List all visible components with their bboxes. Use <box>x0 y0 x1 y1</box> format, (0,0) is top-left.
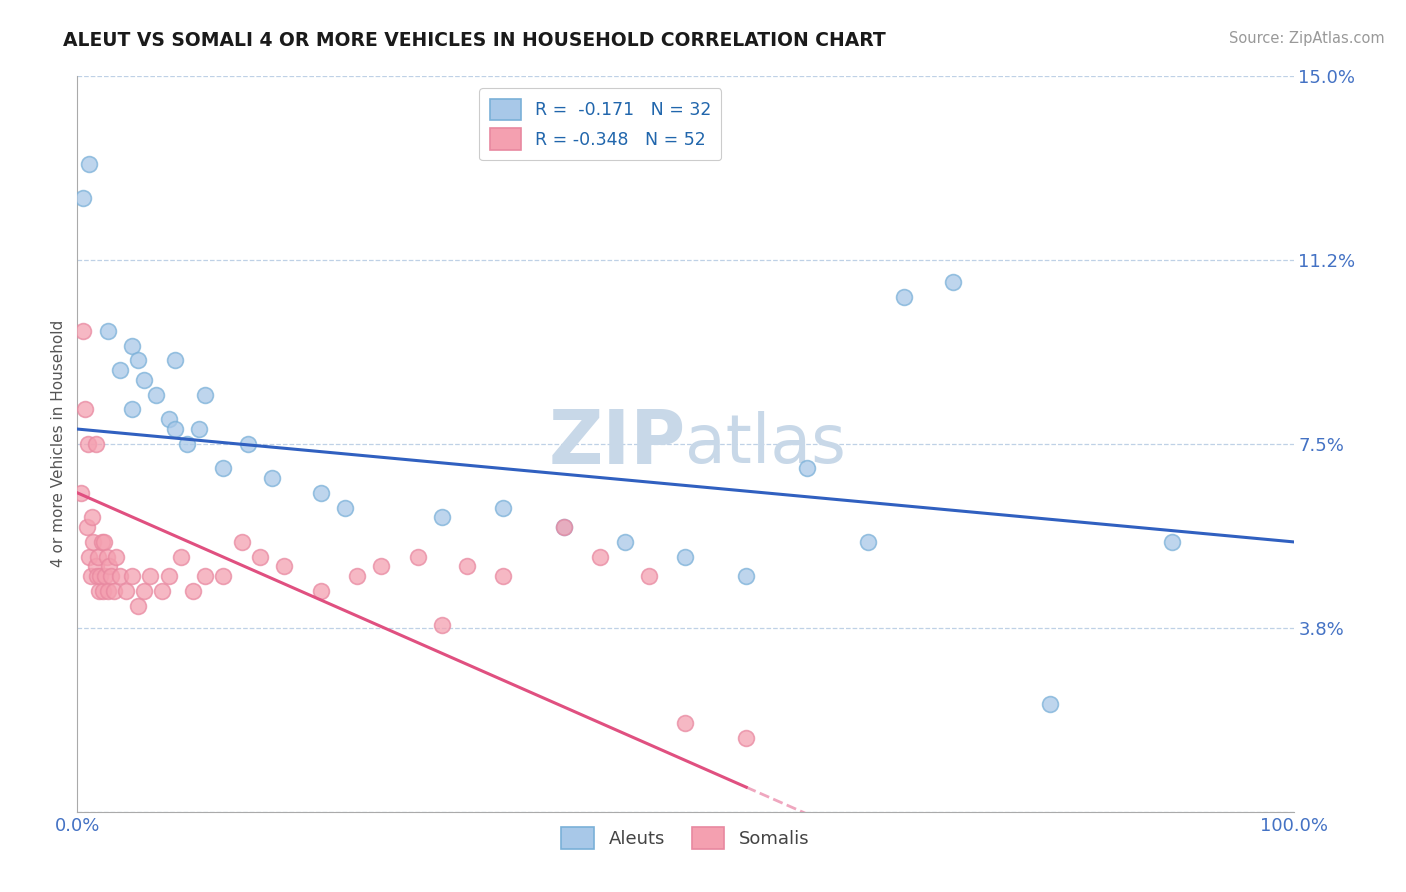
Point <box>260 471 283 485</box>
Point <box>675 549 697 564</box>
Y-axis label: 4 or more Vehicles in Household: 4 or more Vehicles in Household <box>51 320 66 567</box>
Point <box>80 569 103 583</box>
Point <box>100 569 122 583</box>
Point <box>121 569 143 583</box>
Point <box>231 534 253 549</box>
Point <box>91 584 114 599</box>
Point <box>84 559 107 574</box>
Point <box>181 584 204 599</box>
Point <box>735 731 758 746</box>
Point <box>188 422 211 436</box>
Point <box>105 549 128 564</box>
Text: ALEUT VS SOMALI 4 OR MORE VEHICLES IN HOUSEHOLD CORRELATION CHART: ALEUT VS SOMALI 4 OR MORE VEHICLES IN HO… <box>63 31 886 50</box>
Point <box>346 569 368 583</box>
Point <box>492 569 515 583</box>
Point <box>121 338 143 352</box>
Point <box>163 422 186 436</box>
Point <box>430 510 453 524</box>
Point <box>108 569 131 583</box>
Point <box>145 387 167 401</box>
Point <box>675 716 697 731</box>
Point <box>856 534 879 549</box>
Point <box>108 363 131 377</box>
Point <box>212 569 235 583</box>
Point <box>79 549 101 564</box>
Point <box>309 584 332 599</box>
Point <box>589 549 612 564</box>
Point <box>249 549 271 564</box>
Point <box>333 500 356 515</box>
Point <box>86 569 108 583</box>
Point <box>492 500 515 515</box>
Point <box>93 534 115 549</box>
Point <box>194 387 217 401</box>
Point <box>82 534 104 549</box>
Point <box>613 534 636 549</box>
Point <box>157 412 180 426</box>
Point <box>134 373 156 387</box>
Point <box>273 559 295 574</box>
Point <box>76 520 98 534</box>
Point <box>84 436 107 450</box>
Point <box>90 534 112 549</box>
Point <box>430 618 453 632</box>
Point <box>79 157 101 171</box>
Text: Source: ZipAtlas.com: Source: ZipAtlas.com <box>1229 31 1385 46</box>
Point <box>638 569 661 583</box>
Point <box>127 353 149 368</box>
Point <box>170 549 193 564</box>
Point <box>115 584 138 599</box>
Point <box>77 436 100 450</box>
Text: atlas: atlas <box>686 411 846 476</box>
Point <box>163 353 186 368</box>
Point <box>456 559 478 574</box>
Point <box>87 549 110 564</box>
Point <box>553 520 575 534</box>
Point <box>127 599 149 613</box>
Point <box>942 275 965 289</box>
Point <box>370 559 392 574</box>
Point <box>73 402 96 417</box>
Point <box>103 584 125 599</box>
Point <box>553 520 575 534</box>
Legend: Aleuts, Somalis: Aleuts, Somalis <box>553 818 818 858</box>
Point <box>1039 697 1062 711</box>
Point <box>152 584 174 599</box>
Point <box>176 436 198 450</box>
Point <box>89 569 111 583</box>
Point <box>796 461 818 475</box>
Point <box>406 549 429 564</box>
Point <box>121 402 143 417</box>
Point <box>80 510 103 524</box>
Point <box>97 584 120 599</box>
Point <box>157 569 180 583</box>
Point <box>309 485 332 500</box>
Point <box>97 559 120 574</box>
Point <box>89 584 111 599</box>
Point <box>94 569 117 583</box>
Point <box>96 549 118 564</box>
Point <box>134 584 156 599</box>
Point <box>236 436 259 450</box>
Point <box>72 324 94 338</box>
Point <box>72 192 94 206</box>
Point <box>70 485 93 500</box>
Point <box>212 461 235 475</box>
Point <box>97 324 120 338</box>
Point <box>194 569 217 583</box>
Point <box>893 289 915 303</box>
Text: ZIP: ZIP <box>548 408 686 480</box>
Point <box>139 569 162 583</box>
Point <box>735 569 758 583</box>
Point <box>1161 534 1184 549</box>
